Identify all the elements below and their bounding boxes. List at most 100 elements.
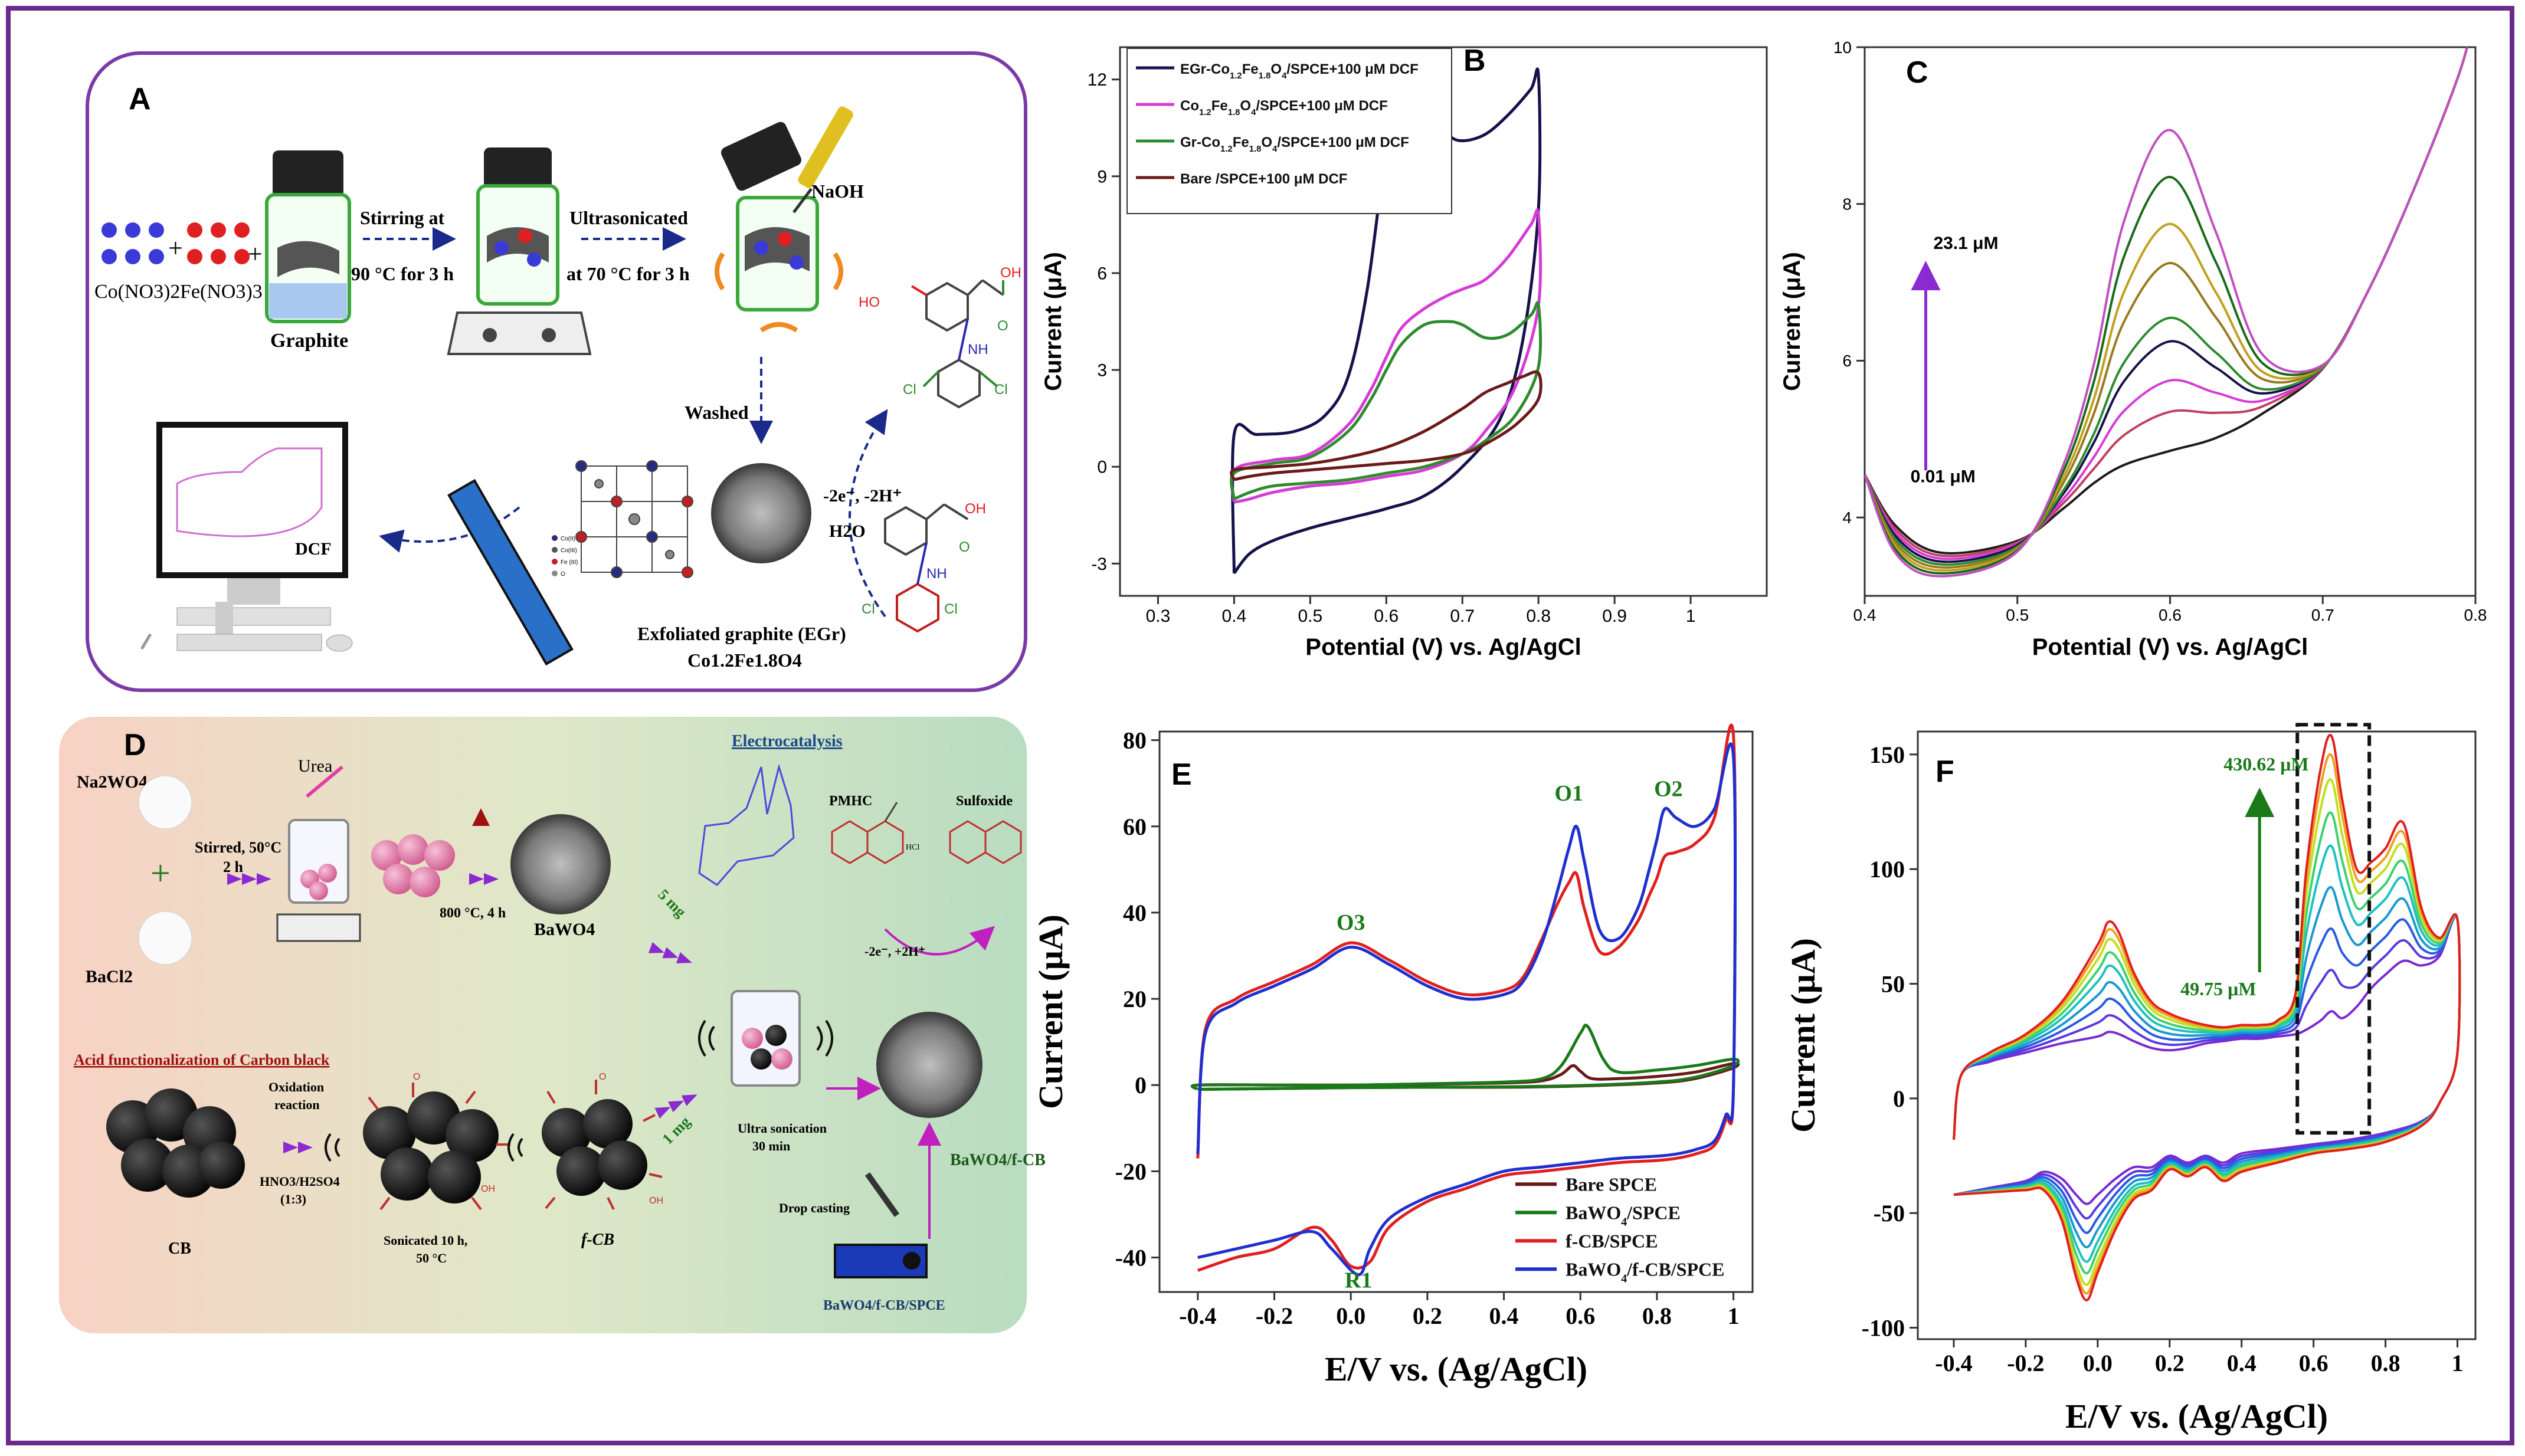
sonication-waves-2 — [507, 1133, 523, 1162]
x-tick-label: 0.4 — [1222, 606, 1247, 626]
y-tick-label: 6 — [1842, 352, 1852, 370]
fcb-label: f-CB — [581, 1231, 614, 1249]
pink-particles — [371, 834, 455, 897]
beaker-stirring — [276, 765, 361, 942]
x-tick-label: 0.6 — [1566, 1303, 1595, 1329]
na2wo4-powder — [138, 775, 192, 829]
cv-curve-b-3 — [1230, 301, 1542, 501]
stirring-label-1: Stirring at — [360, 207, 444, 228]
x-tick-label: 0.4 — [2227, 1350, 2257, 1376]
label-o-2: O — [959, 539, 970, 555]
x-tick-label: 0.2 — [2155, 1350, 2185, 1376]
sonicated-cb-balls — [363, 1083, 510, 1211]
cb-label: CB — [168, 1239, 191, 1258]
x-tick-label: 0.6 — [1374, 606, 1399, 626]
legend-b — [1126, 48, 1452, 214]
peak-label-r1: R1 — [1345, 1268, 1372, 1293]
graphite-label: Graphite — [270, 330, 348, 352]
x-axis-label: E/V vs. (Ag/AgCl) — [1325, 1350, 1587, 1388]
y-tick-label: 4 — [1842, 509, 1852, 527]
fe-nitrate-label: Fe(NO3)3 — [180, 281, 263, 303]
sonication-waves-1 — [325, 1133, 340, 1162]
hcl-label: HCl — [906, 843, 919, 852]
panel-e-letter: E — [1171, 757, 1192, 792]
sonicated-label-2: 50 °C — [416, 1251, 447, 1265]
cv-curve-f-8 — [1953, 753, 2461, 1295]
cv-curve-f-6 — [1953, 811, 2461, 1275]
washed-label: Washed — [685, 402, 749, 423]
y-tick-label: 50 — [1881, 971, 1905, 998]
x-tick-label: 0.0 — [2083, 1350, 2113, 1376]
cv-curve-f-3 — [1953, 914, 2461, 1234]
computer-monitor-icon — [140, 422, 353, 652]
electrocatalysis-arrow — [884, 926, 995, 956]
chart-c: 0.4 0.5 0.6 0.7 0.8 4 6 8 10 Potential (V) vs. Ag… — [1779, 38, 2487, 660]
chart-e: -0.4 -0.2 0.0 0.2 0.4 0.6 0.8 1 -40 -20 0 20 40 60 80 E… — [1031, 723, 1754, 1388]
figure-frame — [6, 6, 2514, 1445]
peak-label-o2: O2 — [1654, 777, 1683, 802]
drop-casting-label: Drop casting — [779, 1201, 850, 1215]
ultra-label-1: Ultra sonication — [738, 1121, 827, 1136]
legend-e-label: BaWO4/SPCE — [1566, 1202, 1681, 1228]
y-tick-label: 8 — [1842, 195, 1852, 214]
co-nitrate-label: Co(NO3)2 — [94, 281, 180, 303]
y-tick-label: -20 — [1115, 1158, 1147, 1185]
x-tick-label: 0.2 — [1413, 1303, 1442, 1329]
y-tick-label: 9 — [1097, 167, 1107, 186]
label-cl-2: Cl — [994, 382, 1008, 398]
x-tick-label: 0.6 — [2299, 1350, 2328, 1376]
plus-sign-d: + — [150, 854, 171, 893]
svg-text:Fe (III): Fe (III) — [561, 559, 578, 566]
y-tick-label: 0 — [1097, 458, 1107, 477]
chart-f: -0.4 -0.2 0.0 0.2 0.4 0.6 0.8 1 -100 -50 0 50 100 150… — [1784, 723, 2477, 1435]
acid-ratio-1: HNO3/H2SO4 — [260, 1174, 340, 1189]
composite-label: BaWO4/f-CB — [950, 1151, 1046, 1169]
oh-label-d2: OH — [649, 1196, 663, 1206]
x-tick-label: -0.2 — [2007, 1350, 2044, 1376]
bacl2-powder — [138, 911, 192, 965]
pmhc-label: PMHC — [829, 793, 872, 809]
chevron-arrow-4 — [283, 1142, 313, 1153]
panel-a-schematic: A + + Co(NO3)2 Fe(NO3)3 Graphite Stirrin… — [86, 51, 1027, 692]
x-tick-label: 0.3 — [1146, 606, 1171, 626]
plot-frame — [1119, 46, 1768, 597]
cv-curve-e-2 — [1190, 1024, 1740, 1091]
x-axis-label: Potential (V) vs. Ag/AgCl — [2032, 634, 2308, 660]
pmhc-structure — [831, 802, 904, 864]
x-tick-label: 0.8 — [1526, 606, 1551, 626]
stirrer-jar — [447, 147, 592, 355]
ultrasonication-beaker — [698, 990, 833, 1087]
legend-b-label: Co1.2Fe1.8O4/SPCE+100 μM DCF — [1180, 98, 1388, 117]
oxidation-label-2: reaction — [274, 1097, 320, 1112]
label-cl-1: Cl — [903, 382, 916, 398]
cv-curve-f-9 — [1953, 734, 2461, 1301]
x-tick-label: 0.9 — [1602, 606, 1627, 626]
y-tick-label: 40 — [1123, 900, 1147, 926]
y-tick-label: 0 — [1893, 1086, 1905, 1112]
chevron-arrow-3 — [648, 942, 692, 963]
y-tick-label: 60 — [1123, 814, 1147, 840]
y-axis-label: Current (μA) — [1784, 938, 1822, 1133]
legend-b-label: Gr-Co1.2Fe1.8O4/SPCE+100 μM DCF — [1180, 135, 1409, 154]
highlight-box-f — [2295, 723, 2372, 1135]
y-tick-label: -100 — [1862, 1315, 1905, 1342]
peak-label-o1: O1 — [1554, 781, 1583, 806]
x-axis-label: E/V vs. (Ag/AgCl) — [2065, 1397, 2328, 1435]
reaction-arrow — [849, 409, 888, 618]
label-nh-2: NH — [926, 566, 947, 582]
chart-b: 0.3 0.4 0.5 0.6 0.7 0.8 0.9 1 -3 0 3 6 9 12 Potential … — [1040, 44, 1768, 660]
x-tick-label: 0.8 — [2464, 606, 2487, 624]
legend-e-label: f-CB/SPCE — [1566, 1230, 1658, 1251]
fe-precursor-dots — [187, 222, 250, 264]
chevron-arrow-2 — [469, 873, 499, 885]
reaction-electrons: -2e⁻, -2H⁺ — [823, 486, 902, 506]
x-tick-label: 0.4 — [1853, 606, 1876, 624]
heat-triangle-icon — [472, 808, 490, 826]
dpv-curve-c-9 — [1865, 47, 2468, 578]
cv-curve-f-7 — [1953, 778, 2461, 1286]
peak-label-o3: O3 — [1337, 910, 1365, 935]
cv-curve-b-2 — [1230, 208, 1542, 504]
y-axis-label: Current (μA) — [1040, 252, 1066, 391]
x-tick-label: 0.6 — [2159, 606, 2182, 624]
